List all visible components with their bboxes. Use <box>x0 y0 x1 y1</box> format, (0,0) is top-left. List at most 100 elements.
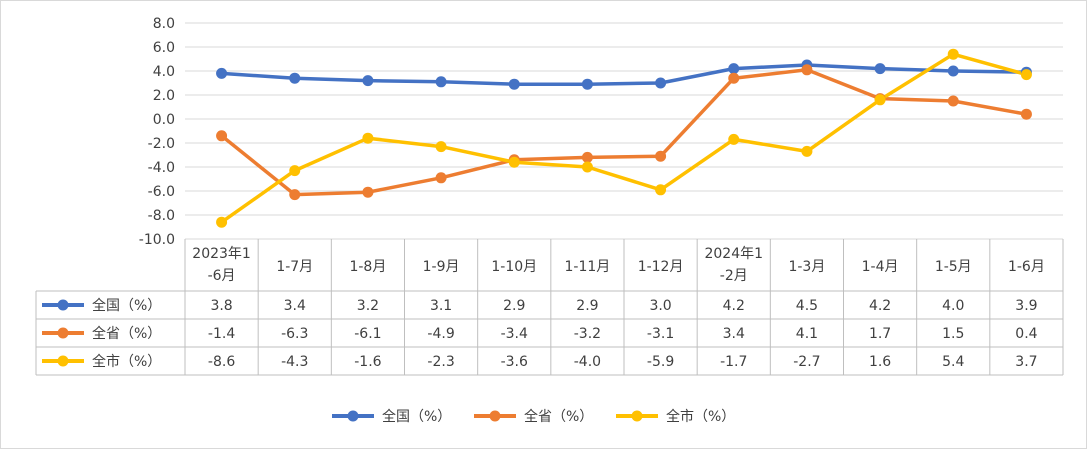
data-point <box>728 63 740 75</box>
table-cell-value: 4.2 <box>869 298 891 314</box>
data-point <box>874 94 886 106</box>
table-series-label: 全市（%） <box>92 353 161 370</box>
table-cell-value: 3.7 <box>1015 354 1037 370</box>
data-point <box>728 72 740 84</box>
data-point <box>435 76 447 88</box>
data-point <box>947 95 959 107</box>
table-cell-value: -1.7 <box>720 354 747 370</box>
x-category-label: 1-7月 <box>276 259 313 275</box>
x-category-label: -6月 <box>208 268 236 284</box>
data-point <box>435 141 447 153</box>
data-point <box>801 145 813 157</box>
table-cell-value: 1.5 <box>942 326 964 342</box>
legend-label: 全国（%） <box>382 408 451 425</box>
table-cell-value: -3.6 <box>501 354 528 370</box>
table-cell-value: 4.2 <box>723 298 745 314</box>
x-category-label: 1-6月 <box>1008 259 1045 275</box>
x-category-label: 1-9月 <box>423 259 460 275</box>
legend-key-marker <box>631 410 643 422</box>
table-cell-value: 3.1 <box>430 298 452 314</box>
y-tick-label: 2.0 <box>153 88 175 104</box>
table-cell-value: 0.4 <box>1015 326 1037 342</box>
data-point <box>216 130 228 142</box>
data-point <box>581 151 593 163</box>
table-cell-value: 2.9 <box>576 298 598 314</box>
data-point <box>289 189 301 201</box>
data-point <box>728 133 740 145</box>
data-point <box>362 75 374 87</box>
x-category-label: -2月 <box>720 268 748 284</box>
data-point <box>1020 108 1032 120</box>
table-cell-value: -2.3 <box>427 354 454 370</box>
y-tick-label: -10.0 <box>139 232 175 248</box>
data-point <box>362 132 374 144</box>
data-point <box>216 67 228 79</box>
table-cell-value: 3.4 <box>284 298 306 314</box>
table-cell-value: -2.7 <box>793 354 820 370</box>
table-cell-value: -6.3 <box>281 326 308 342</box>
table-cell-value: -4.0 <box>574 354 601 370</box>
data-point <box>801 64 813 76</box>
legend-key-marker <box>489 410 501 422</box>
table-cell-value: 3.4 <box>723 326 745 342</box>
table-cell-value: 1.6 <box>869 354 891 370</box>
x-category-label: 1-5月 <box>935 259 972 275</box>
table-cell-value: 3.9 <box>1015 298 1037 314</box>
y-tick-label: 4.0 <box>153 64 175 80</box>
legend-key-marker <box>347 410 359 422</box>
table-legend-key-marker <box>57 355 69 367</box>
x-category-label: 2024年1 <box>704 246 763 262</box>
data-point <box>289 165 301 177</box>
y-tick-label: -6.0 <box>148 184 175 200</box>
x-category-label: 1-10月 <box>491 259 537 275</box>
table-cell-value: -4.9 <box>427 326 454 342</box>
table-cell-value: -5.9 <box>647 354 674 370</box>
data-point <box>508 78 520 90</box>
table-cell-value: -1.4 <box>208 326 235 342</box>
x-category-label: 1-11月 <box>565 259 611 275</box>
legend-label: 全省（%） <box>524 408 593 425</box>
data-point <box>508 156 520 168</box>
legend-label: 全市（%） <box>666 408 735 425</box>
table-cell-value: -1.6 <box>354 354 381 370</box>
table-cell-value: -3.1 <box>647 326 674 342</box>
table-series-label: 全国（%） <box>92 297 161 314</box>
x-category-label: 1-12月 <box>638 259 684 275</box>
table-legend-key-marker <box>57 299 69 311</box>
table-cell-value: 3.0 <box>649 298 671 314</box>
table-legend-key-marker <box>57 327 69 339</box>
data-point <box>289 72 301 84</box>
table-cell-value: 1.7 <box>869 326 891 342</box>
table-series-label: 全省（%） <box>92 325 161 342</box>
y-tick-label: -4.0 <box>148 160 175 176</box>
data-point <box>362 186 374 198</box>
table-cell-value: -3.4 <box>501 326 528 342</box>
table-cell-value: 2.9 <box>503 298 525 314</box>
y-tick-label: -8.0 <box>148 208 175 224</box>
table-cell-value: -4.3 <box>281 354 308 370</box>
data-point <box>216 216 228 228</box>
y-tick-label: 6.0 <box>153 40 175 56</box>
x-category-label: 2023年1 <box>192 246 251 262</box>
y-tick-label: 0.0 <box>153 112 175 128</box>
table-cell-value: 3.2 <box>357 298 379 314</box>
data-point <box>1020 69 1032 81</box>
data-point <box>655 150 667 162</box>
data-point <box>435 172 447 184</box>
data-point <box>874 63 886 75</box>
x-category-label: 1-8月 <box>349 259 386 275</box>
table-cell-value: -8.6 <box>208 354 235 370</box>
y-tick-label: 8.0 <box>153 16 175 32</box>
table-cell-value: -3.2 <box>574 326 601 342</box>
data-point <box>947 48 959 60</box>
table-cell-value: -6.1 <box>354 326 381 342</box>
series-line <box>221 63 1027 86</box>
y-tick-label: -2.0 <box>148 136 175 152</box>
x-category-label: 1-3月 <box>788 259 825 275</box>
table-cell-value: 4.5 <box>796 298 818 314</box>
data-point <box>581 78 593 90</box>
data-point <box>947 65 959 77</box>
table-cell-value: 3.8 <box>210 298 232 314</box>
data-point <box>655 184 667 196</box>
